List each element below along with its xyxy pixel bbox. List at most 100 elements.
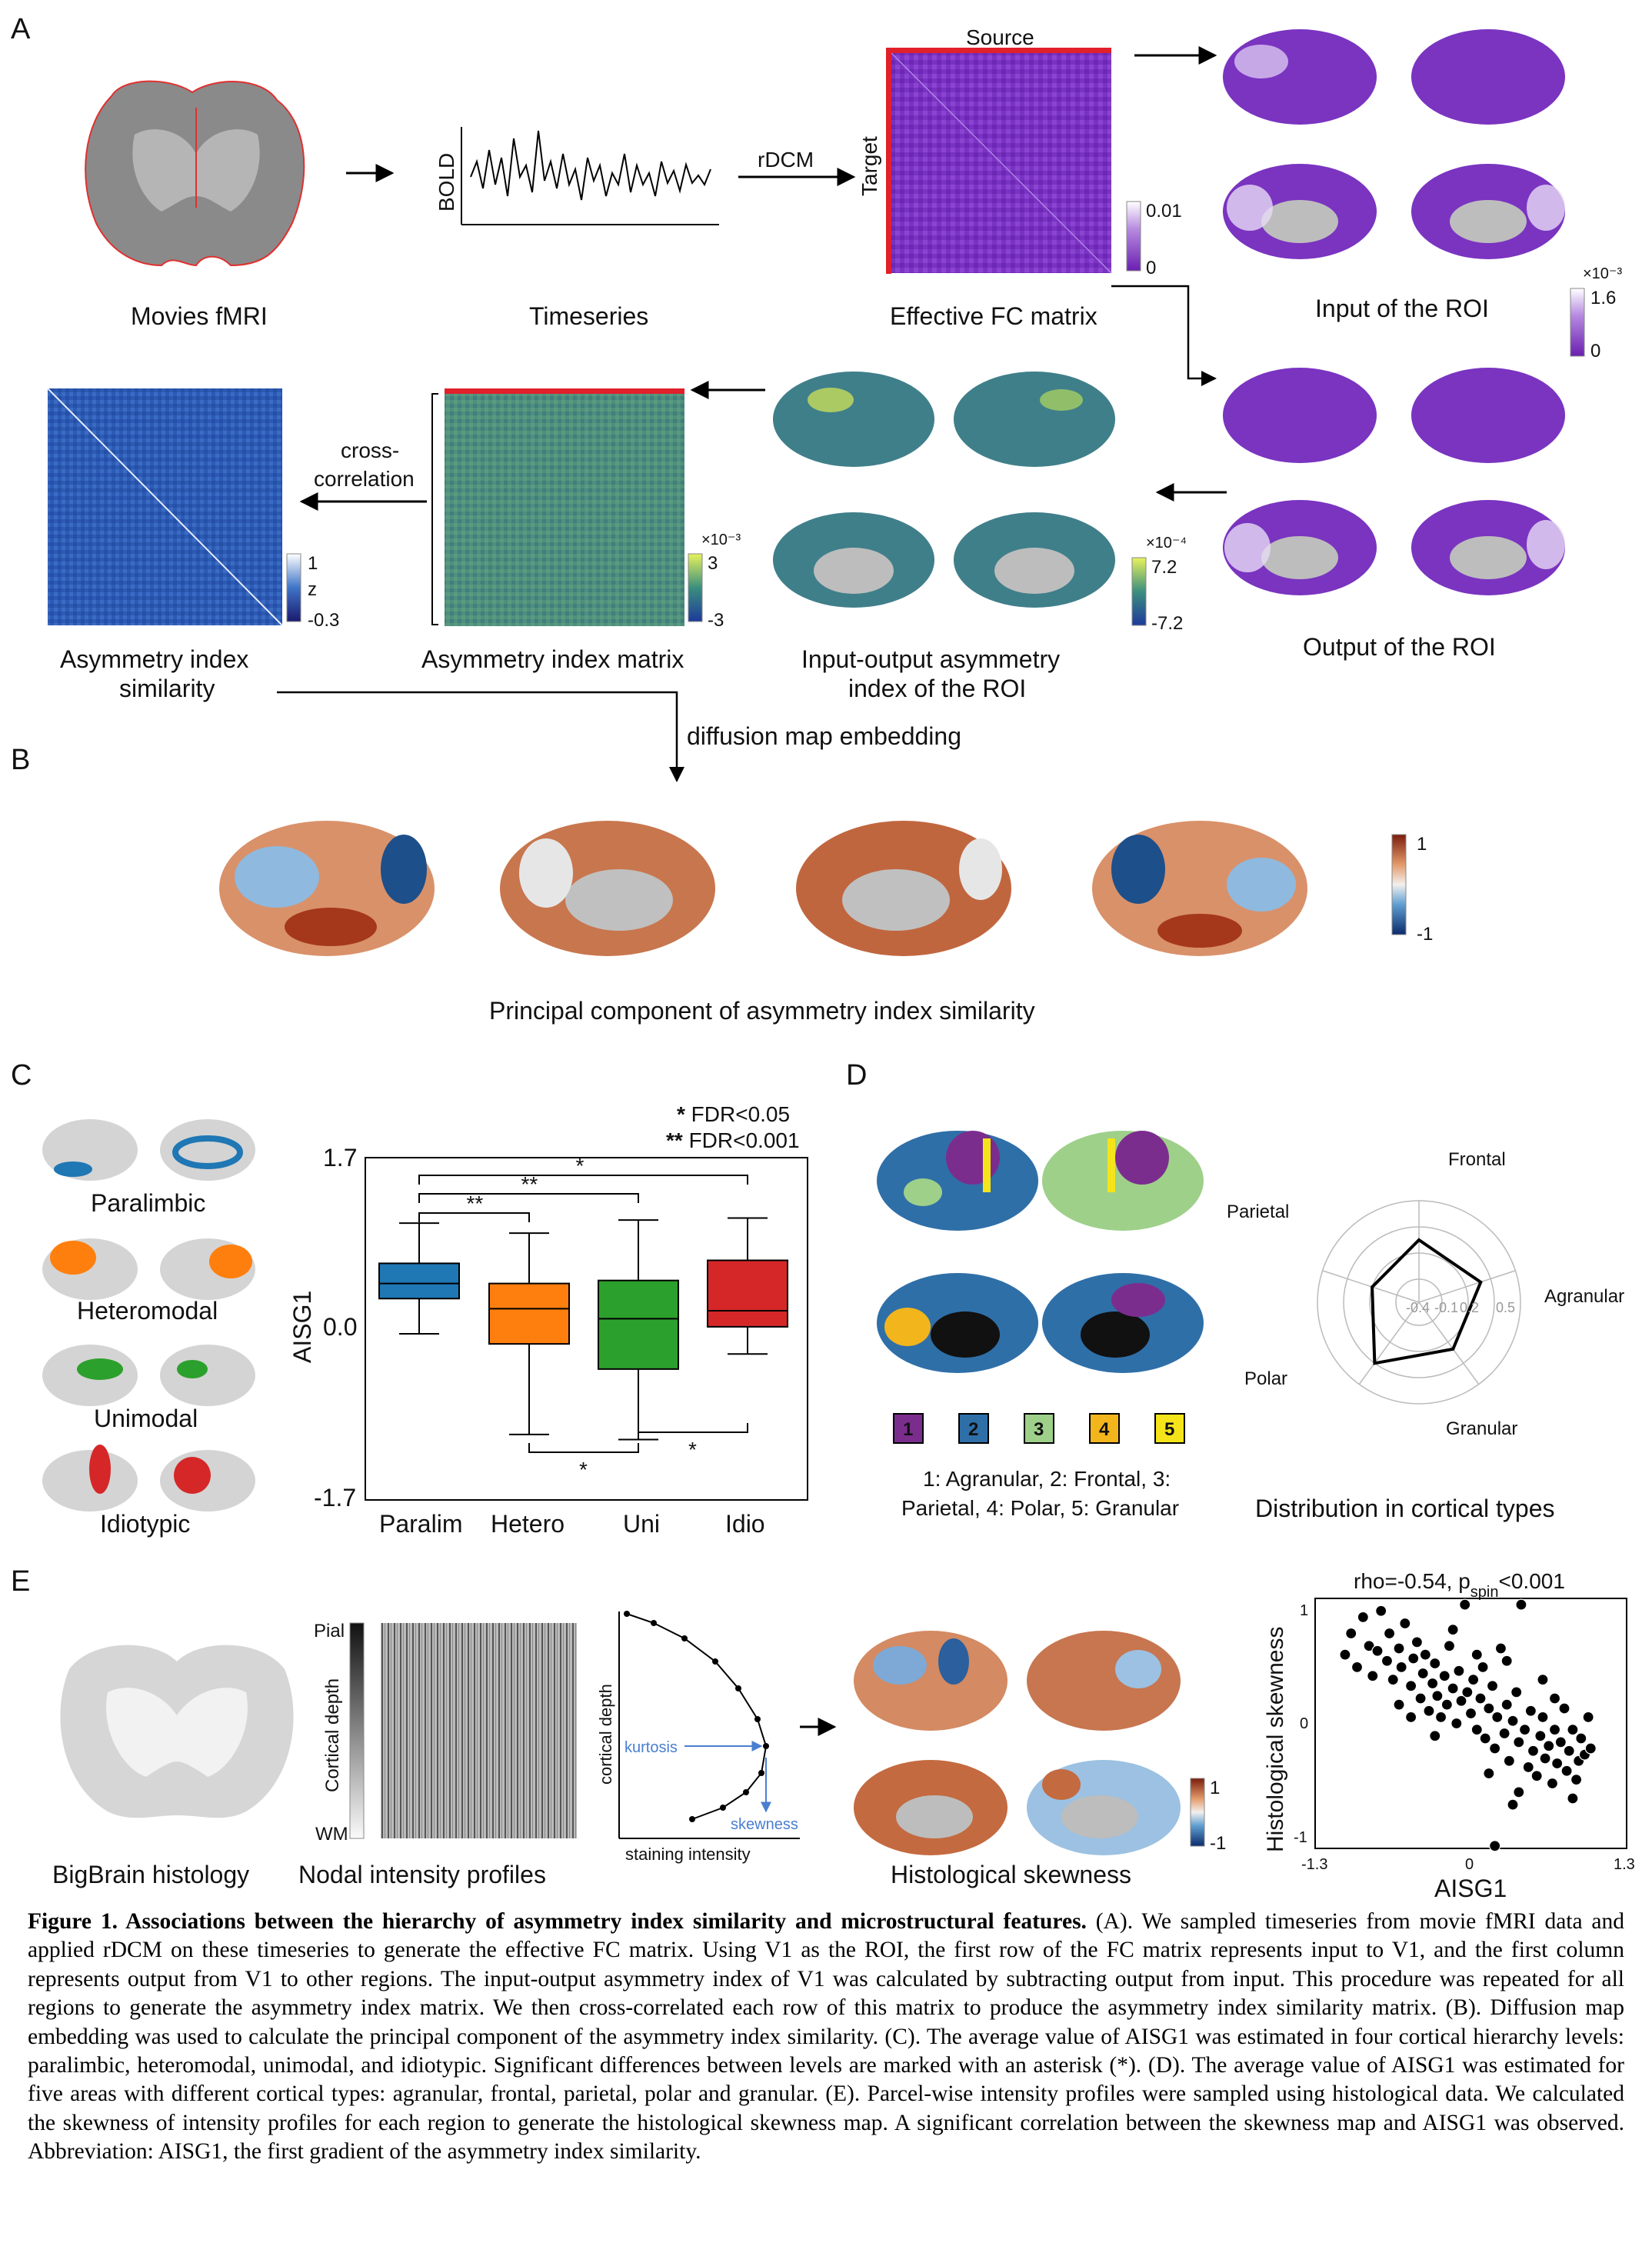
boxplot-ylabel: AISG1: [288, 1291, 316, 1363]
asym-idx-colorbar: [1131, 557, 1147, 626]
significance-mark: *: [576, 1154, 585, 1178]
scatter-ylabel: Histological skewness: [1263, 1627, 1288, 1852]
significance-bracket: [528, 1443, 639, 1453]
scatter-point: [1399, 1617, 1411, 1630]
panel-letter-a: A: [11, 13, 31, 45]
boxplot-ytick-bottom: -1.7: [314, 1484, 356, 1511]
scatter-point: [1414, 1692, 1427, 1705]
radar-axis-polar: Polar: [1244, 1368, 1287, 1389]
scatter-xtick-left: -1.3: [1301, 1856, 1327, 1873]
scatter-point: [1530, 1770, 1543, 1782]
brain-label-heteromodal: Heteromodal: [77, 1297, 218, 1325]
pc-colorbar: [1391, 834, 1407, 935]
scatter-point: [1515, 1598, 1527, 1611]
scatter-point: [1375, 1605, 1387, 1617]
scatter-point: [1351, 1661, 1364, 1673]
scatter-point: [1345, 1627, 1357, 1640]
radar-axis-agranular: Agranular: [1544, 1286, 1624, 1307]
fdr-legend-line2: ** FDR<0.001: [666, 1128, 800, 1152]
scatter-point: [1570, 1774, 1583, 1786]
bigbrain-histology-image: [60, 1645, 294, 1818]
scatter-point: [1491, 1711, 1504, 1723]
scatter-point: [1407, 1652, 1420, 1665]
scatter-point: [1582, 1711, 1594, 1723]
arrow-diffusion: [277, 691, 684, 782]
output-roi-label: Output of the ROI: [1303, 633, 1496, 661]
skewness-small-label: skewness: [731, 1816, 798, 1833]
boxplot-xtick-paralim: Paralim: [379, 1510, 462, 1538]
scatter-point: [1503, 1755, 1515, 1767]
scatter-point: [1393, 1642, 1405, 1655]
scatter-point: [1486, 1680, 1499, 1692]
scatter-point: [1477, 1661, 1489, 1673]
scatter-point: [1464, 1707, 1477, 1720]
caption-body: (A). We sampled timeseries from movie fM…: [28, 1909, 1624, 2165]
scatter-point: [1429, 1657, 1441, 1670]
distribution-label: Distribution in cortical types: [1255, 1495, 1554, 1522]
scatter-point: [1459, 1598, 1471, 1611]
scatter-point: [1461, 1686, 1474, 1698]
radar-axis-granular: Granular: [1446, 1418, 1517, 1439]
scatter-point: [1367, 1670, 1379, 1682]
fdr-legend-line1: * FDR<0.05: [677, 1102, 790, 1126]
timeseries-label: Timeseries: [529, 302, 648, 330]
effective-fc-label: Effective FC matrix: [890, 302, 1097, 330]
cortical-type-radar: [1317, 1200, 1521, 1405]
scatter-point: [1467, 1674, 1480, 1686]
type-swatch-4: [1089, 1413, 1120, 1444]
fc-colorbar: [1126, 201, 1141, 272]
input-colorbar-exp: ×10⁻³: [1583, 265, 1622, 282]
scatter-point: [1537, 1674, 1549, 1686]
input-roi-brains: [1223, 29, 1565, 259]
wm-label: WM: [315, 1824, 348, 1845]
scatter-point: [1438, 1670, 1450, 1682]
radar-value-polygon: [1371, 1238, 1483, 1365]
hist-skew-colorbar-min: -1: [1210, 1833, 1226, 1854]
pc-colorbar-min: -1: [1417, 924, 1433, 945]
scatter-point: [1479, 1732, 1491, 1745]
scatter-point: [1567, 1792, 1579, 1805]
scatter-point: [1558, 1702, 1570, 1715]
asym-idx-colorbar-max: 7.2: [1151, 557, 1177, 578]
type-number-2: 2: [968, 1419, 978, 1440]
scatter-point: [1539, 1752, 1551, 1765]
significance-bracket: [638, 1423, 748, 1433]
type-number-4: 4: [1099, 1419, 1110, 1440]
asymmetry-index-matrix: [445, 391, 684, 626]
cortical-type-legend-line1: 1: Agranular, 2: Frontal, 3:: [923, 1467, 1171, 1491]
asym-matrix-first-row: [445, 388, 684, 394]
asymmetry-index-brains: [773, 372, 1115, 608]
scatter-point: [1518, 1724, 1531, 1736]
cortical-type-brains: [877, 1131, 1204, 1373]
type-number-1: 1: [903, 1419, 913, 1440]
similarity-colorbar-max: 1: [308, 553, 318, 574]
asym-matrix-colorbar: [688, 553, 703, 622]
boxplot-xtick-uni: Uni: [623, 1510, 660, 1538]
fmri-brain-image: [85, 80, 305, 267]
scatter-xlabel: AISG1: [1434, 1875, 1507, 1902]
fc-source-label: Source: [966, 25, 1034, 49]
scatter-point: [1551, 1757, 1564, 1770]
scatter-point: [1489, 1840, 1501, 1852]
kurtosis-label: kurtosis: [624, 1739, 678, 1756]
diffusion-label: diffusion map embedding: [687, 722, 961, 750]
histological-skewness-brains: [854, 1631, 1181, 1855]
scatter-point: [1417, 1667, 1429, 1680]
significance-mark: *: [579, 1458, 588, 1481]
significance-mark: *: [688, 1438, 697, 1461]
panel-letter-c: C: [11, 1059, 32, 1092]
asym-idx-colorbar-min: -7.2: [1151, 613, 1183, 634]
scatter-point: [1546, 1777, 1559, 1790]
cortical-type-legend-line2: Parietal, 4: Polar, 5: Granular: [901, 1496, 1179, 1520]
arrow-fc-to-output: [1111, 285, 1217, 386]
radar-tick-3: 0.2: [1460, 1300, 1479, 1315]
boxplot-xtick-idio: Idio: [725, 1510, 765, 1538]
rdcm-label: rDCM: [758, 148, 814, 172]
boxplot-xtick-hetero: Hetero: [491, 1510, 565, 1538]
box-paralim: [378, 1262, 460, 1300]
scatter-point: [1447, 1682, 1459, 1695]
scatter-point: [1537, 1711, 1549, 1723]
asym-matrix-label: Asymmetry index matrix: [421, 645, 684, 673]
scatter-xtick-mid: 0: [1465, 1856, 1474, 1873]
scatter-point: [1575, 1732, 1587, 1745]
